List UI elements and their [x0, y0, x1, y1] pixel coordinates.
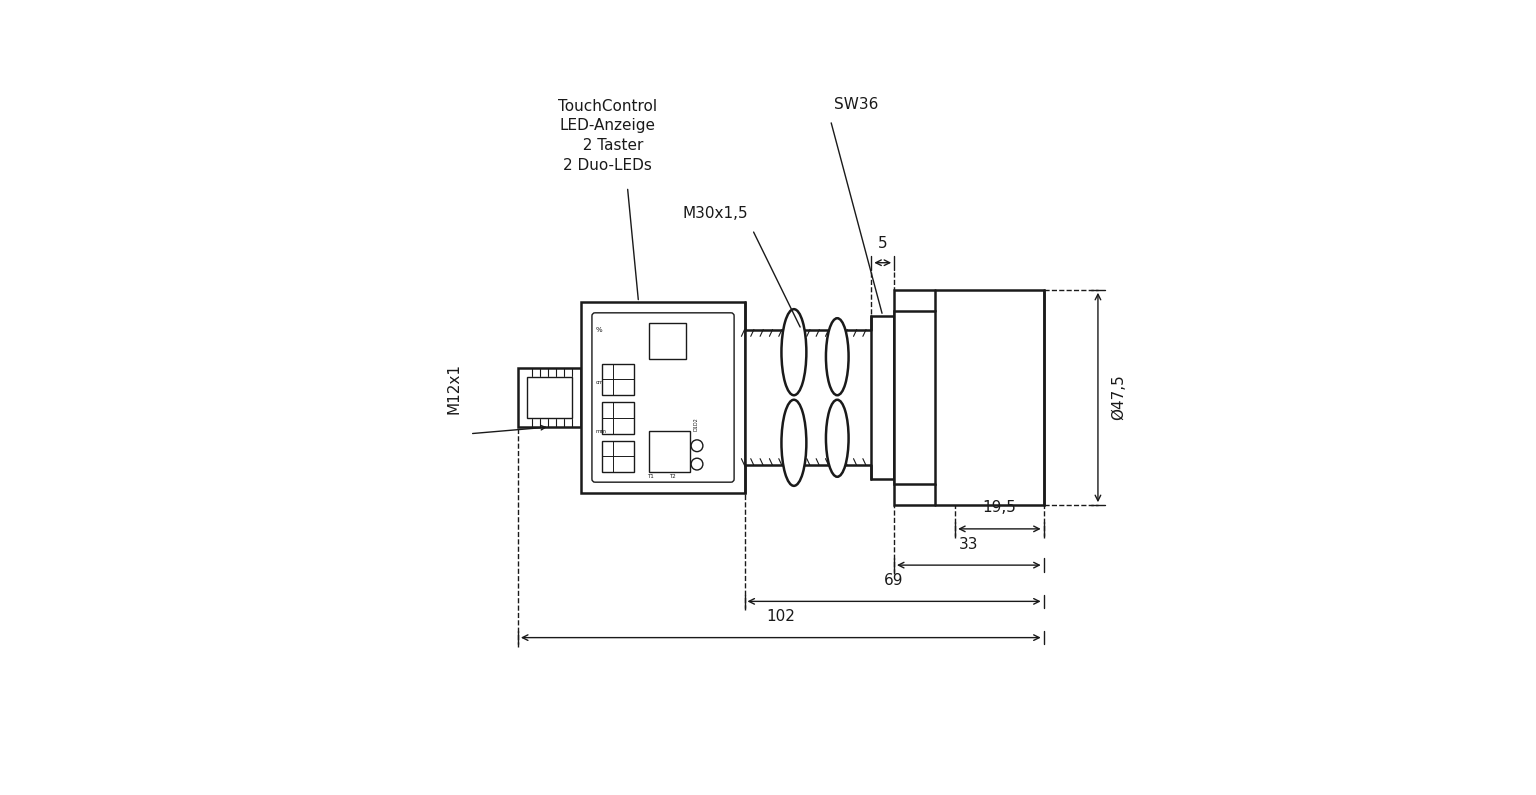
Text: TouchControl
LED-Anzeige
  2 Taster
2 Duo-LEDs: TouchControl LED-Anzeige 2 Taster 2 Duo-…: [558, 99, 657, 173]
Bar: [602, 440, 633, 472]
Text: %: %: [596, 328, 602, 333]
Bar: [745, 330, 894, 465]
Text: M12x1: M12x1: [447, 363, 461, 414]
Bar: [582, 302, 745, 493]
Text: mm: mm: [596, 429, 607, 434]
Bar: [527, 377, 573, 418]
Ellipse shape: [826, 400, 848, 477]
Text: Ø47,5: Ø47,5: [1112, 374, 1126, 421]
FancyBboxPatch shape: [591, 312, 734, 483]
Text: D1D2: D1D2: [693, 417, 699, 431]
Bar: [894, 312, 935, 483]
Text: T2: T2: [670, 474, 676, 479]
Bar: [602, 402, 633, 434]
Text: cm: cm: [596, 381, 605, 386]
Text: M30x1,5: M30x1,5: [684, 207, 748, 222]
Ellipse shape: [826, 318, 848, 395]
Text: T1: T1: [647, 474, 654, 479]
Text: 33: 33: [958, 537, 978, 552]
Ellipse shape: [782, 309, 806, 395]
Text: 69: 69: [885, 572, 903, 588]
Ellipse shape: [782, 400, 806, 486]
Bar: [518, 368, 582, 427]
Bar: [650, 323, 685, 359]
Text: SW36: SW36: [834, 97, 879, 112]
Bar: [894, 290, 1043, 505]
Bar: [650, 432, 690, 472]
Bar: [602, 363, 633, 395]
Text: 5: 5: [879, 236, 888, 251]
Text: 102: 102: [766, 609, 796, 624]
Text: 19,5: 19,5: [983, 500, 1017, 515]
Bar: [871, 316, 894, 479]
